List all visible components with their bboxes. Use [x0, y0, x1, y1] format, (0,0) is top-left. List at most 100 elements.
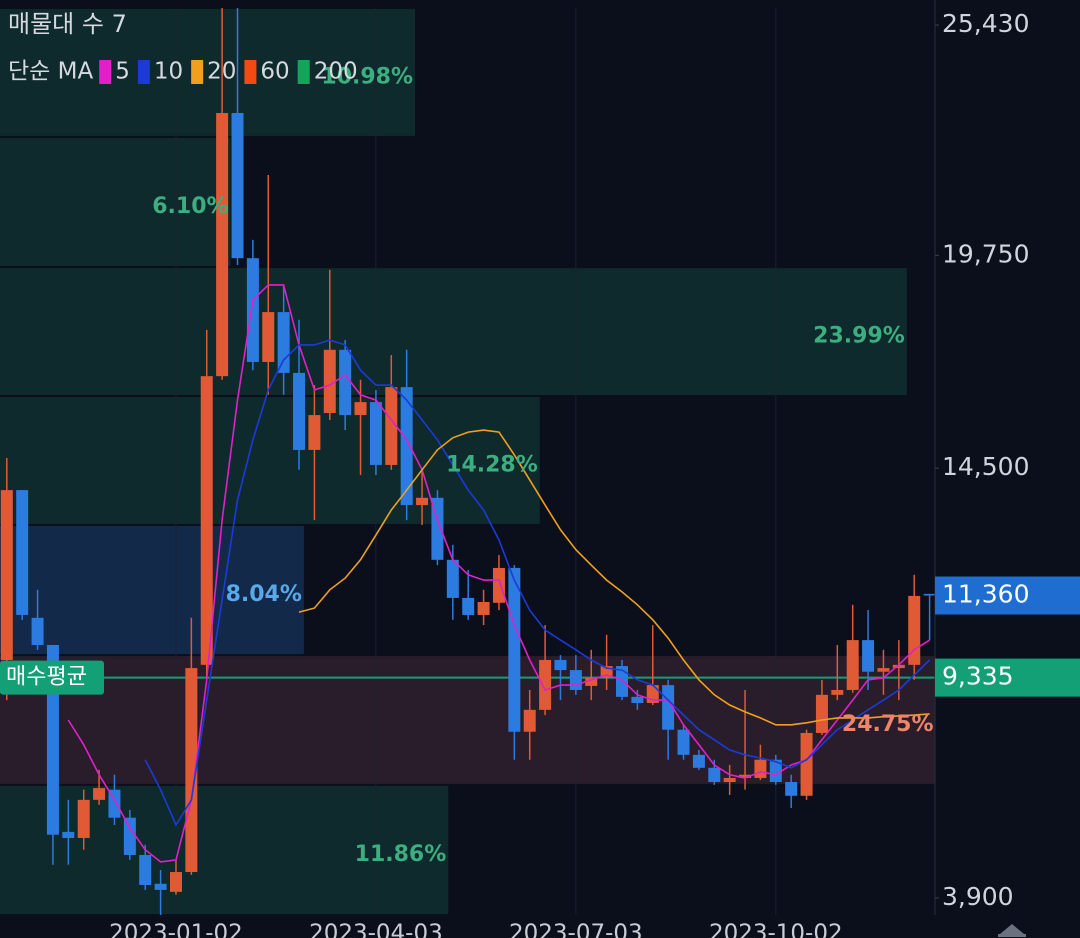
candle-body	[0, 490, 13, 660]
avg-price-name: 매수평균	[6, 665, 87, 690]
profile-label: 11.86%	[355, 842, 447, 867]
candle-body	[185, 668, 198, 873]
profile-bar	[0, 656, 936, 784]
candle-body	[123, 817, 136, 855]
candle-body	[569, 670, 582, 690]
y-tick-label: 25,430	[942, 9, 1029, 38]
candle-body	[246, 258, 259, 362]
header: 매물대 수 7	[8, 10, 127, 38]
candle-body	[800, 732, 813, 796]
candle-body	[16, 490, 29, 615]
y-tick-label: 14,500	[942, 452, 1029, 481]
legend-swatch	[99, 60, 112, 84]
candle-body	[600, 666, 613, 678]
avg-price-tag	[0, 660, 104, 695]
price-axis: 2023-01-02 2023-04-03 2023-07-03 2023-10-02…	[0, 9, 1080, 938]
candle-body	[523, 709, 536, 732]
candle-body	[862, 640, 875, 672]
candle-body	[631, 696, 644, 703]
legend-title: 단순 MA	[8, 59, 93, 85]
candle-body	[877, 668, 890, 672]
candle-body	[846, 640, 859, 690]
candle-body	[108, 789, 121, 818]
candle-body	[77, 799, 90, 838]
moving-averages	[67, 284, 931, 863]
candle-body	[277, 312, 290, 373]
profile-bar	[0, 785, 449, 914]
y-tick-label: 19,750	[942, 239, 1029, 268]
legend: 단순 MA 5 10 20 60 200	[8, 59, 358, 85]
candle-body	[323, 349, 336, 414]
candle-body	[831, 689, 844, 695]
ma-line	[67, 284, 931, 863]
candle-body	[539, 659, 552, 710]
profile-label: 6.10%	[152, 194, 228, 219]
volume-profile	[0, 9, 936, 914]
chart-title: 매물대 수 7	[8, 10, 127, 38]
last-price-marker	[935, 576, 1080, 615]
candle-body	[446, 559, 459, 598]
candle-body	[723, 777, 736, 783]
candle-body	[308, 415, 321, 450]
legend-label: 60	[260, 59, 289, 85]
profile-label: 10.98%	[321, 64, 413, 89]
legend-label: 10	[154, 59, 183, 85]
profile-bar	[0, 137, 231, 267]
profile-label: 8.04%	[226, 582, 302, 607]
candle-body	[769, 759, 782, 783]
avg-price-marker	[935, 658, 1080, 697]
profile-bar	[0, 268, 907, 396]
candle-body	[231, 113, 244, 259]
candle-body	[739, 774, 752, 778]
candle-body	[462, 597, 475, 615]
legend-swatch	[244, 60, 257, 84]
x-tick-label: 2023-04-03	[309, 921, 443, 938]
candle-body	[154, 883, 167, 890]
legend-swatch	[191, 60, 204, 84]
candle-body	[754, 759, 767, 778]
grid	[175, 8, 777, 915]
scroll-icon-base	[998, 934, 1026, 937]
y-tick-label: 3,900	[942, 882, 1014, 911]
candle-body	[508, 567, 521, 732]
legend-label: 5	[115, 59, 130, 85]
candle-body	[815, 694, 828, 733]
x-tick-label: 2023-10-02	[709, 921, 843, 938]
candle-body	[477, 601, 490, 615]
candle-body	[62, 831, 75, 838]
avg-price-label: 9,335	[942, 662, 1014, 691]
x-tick-label: 2023-01-02	[109, 921, 243, 938]
last-price-label: 11,360	[942, 580, 1029, 609]
candle-body	[785, 782, 798, 796]
ma-line	[298, 429, 930, 726]
candle-body	[892, 664, 905, 669]
candle-body	[385, 387, 398, 465]
candle-body	[585, 677, 598, 686]
profile-label: 14.28%	[446, 452, 538, 477]
candle-body	[93, 788, 106, 800]
profile-label: 23.99%	[813, 324, 905, 349]
profile-labels: 11.86% 24.75% 8.04% 14.28% 23.99% 6.10% 10.98%	[152, 64, 933, 866]
profile-bar	[0, 9, 416, 136]
candle-body	[169, 872, 182, 892]
candle-body	[369, 402, 382, 465]
legend-label: 20	[207, 59, 236, 85]
x-tick-label: 2023-07-03	[509, 921, 643, 938]
candle-body	[692, 754, 705, 768]
candle-body	[139, 854, 152, 885]
candle-body	[216, 113, 229, 377]
ma-line	[144, 339, 931, 827]
candle-body	[262, 312, 275, 362]
profile-bar	[0, 525, 304, 655]
candle-body	[400, 387, 413, 506]
profile-label: 24.75%	[842, 712, 934, 737]
candle-body	[431, 497, 444, 560]
candle-body	[293, 372, 306, 450]
scroll-icon[interactable]	[1000, 924, 1024, 934]
legend-swatch	[297, 60, 310, 84]
candle-body	[616, 666, 628, 697]
candle-body	[200, 376, 213, 665]
candle-body	[31, 617, 44, 645]
